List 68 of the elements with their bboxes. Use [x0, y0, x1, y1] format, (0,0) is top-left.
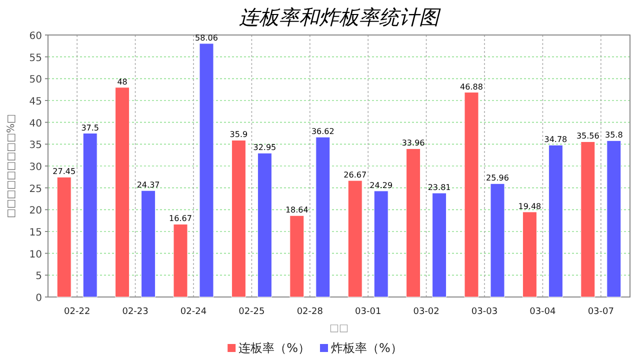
y-tick-label: 20: [29, 206, 42, 217]
data-label: 23.81: [428, 183, 451, 192]
bar: [173, 224, 188, 298]
y-tick-label: 5: [36, 271, 42, 282]
data-label: 34.78: [544, 135, 568, 144]
x-tick-label: 03-01: [355, 307, 382, 317]
bar: [348, 180, 362, 298]
bar: [522, 212, 537, 298]
y-tick-label: 40: [29, 118, 42, 130]
data-label: 18.64: [285, 206, 308, 215]
data-label: 48: [117, 77, 128, 86]
x-tick-label: 02-25: [238, 307, 265, 317]
data-label: 16.67: [169, 214, 192, 224]
data-label: 32.95: [253, 143, 276, 152]
y-tick-label: 25: [29, 184, 42, 195]
data-label: 26.67: [344, 170, 367, 180]
data-label: 35.8: [604, 130, 623, 140]
bar: [490, 183, 505, 298]
x-tick-label: 02-23: [122, 307, 148, 317]
data-label: 24.37: [136, 180, 160, 190]
data-label: 58.06: [195, 33, 218, 42]
bar: [316, 136, 330, 298]
y-tick-label: 35: [29, 140, 42, 152]
data-label: 37.5: [81, 123, 100, 132]
bar: [257, 152, 272, 298]
bar: [199, 43, 214, 298]
y-tick-label: 0: [36, 293, 42, 304]
bar: [432, 192, 447, 298]
bar: [580, 141, 596, 298]
y-tick-label: 30: [29, 162, 42, 173]
x-tick-label: 02-22: [64, 307, 90, 317]
x-tick-label: 03-02: [413, 307, 440, 317]
y-tick-label: 15: [29, 228, 42, 238]
data-label: 36.62: [311, 127, 334, 136]
bar: [141, 190, 156, 298]
x-tick-label: 02-24: [180, 307, 207, 317]
bar: [290, 215, 304, 298]
bar: [374, 190, 388, 298]
y-tick-label: 55: [29, 52, 42, 64]
y-axis-title: □□□□□□□□□%□: [6, 114, 17, 218]
data-label: 35.9: [230, 130, 248, 140]
x-tick-label: 03-03: [471, 307, 498, 317]
y-tick-label: 50: [29, 74, 42, 86]
data-label: 46.88: [460, 82, 483, 92]
bar: [464, 92, 479, 298]
legend-label: 连板率（%）: [238, 341, 310, 355]
x-tick-label: 03-04: [530, 307, 556, 317]
y-tick-label: 45: [29, 96, 42, 108]
bar: [82, 133, 98, 298]
x-tick-label: 02-28: [296, 307, 324, 317]
bar: [115, 87, 130, 298]
data-label: 25.96: [486, 174, 509, 183]
bar: [606, 140, 622, 298]
data-label: 35.56: [576, 132, 600, 141]
data-label: 33.96: [402, 138, 425, 148]
chart-title: 连板率和炸板率统计图: [239, 5, 441, 29]
bar: [56, 176, 72, 298]
y-tick-label: 10: [29, 249, 42, 260]
y-tick-label: 60: [29, 31, 42, 42]
data-label: 27.45: [52, 167, 76, 176]
bar: [406, 148, 421, 298]
bar: [548, 144, 563, 298]
data-label: 24.29: [370, 180, 393, 190]
legend-label: 炸板率（%）: [331, 341, 402, 355]
x-axis-title: □□: [330, 323, 348, 334]
x-tick-label: 03-07: [588, 307, 614, 317]
bar: [231, 140, 246, 298]
data-label: 19.48: [518, 202, 542, 211]
